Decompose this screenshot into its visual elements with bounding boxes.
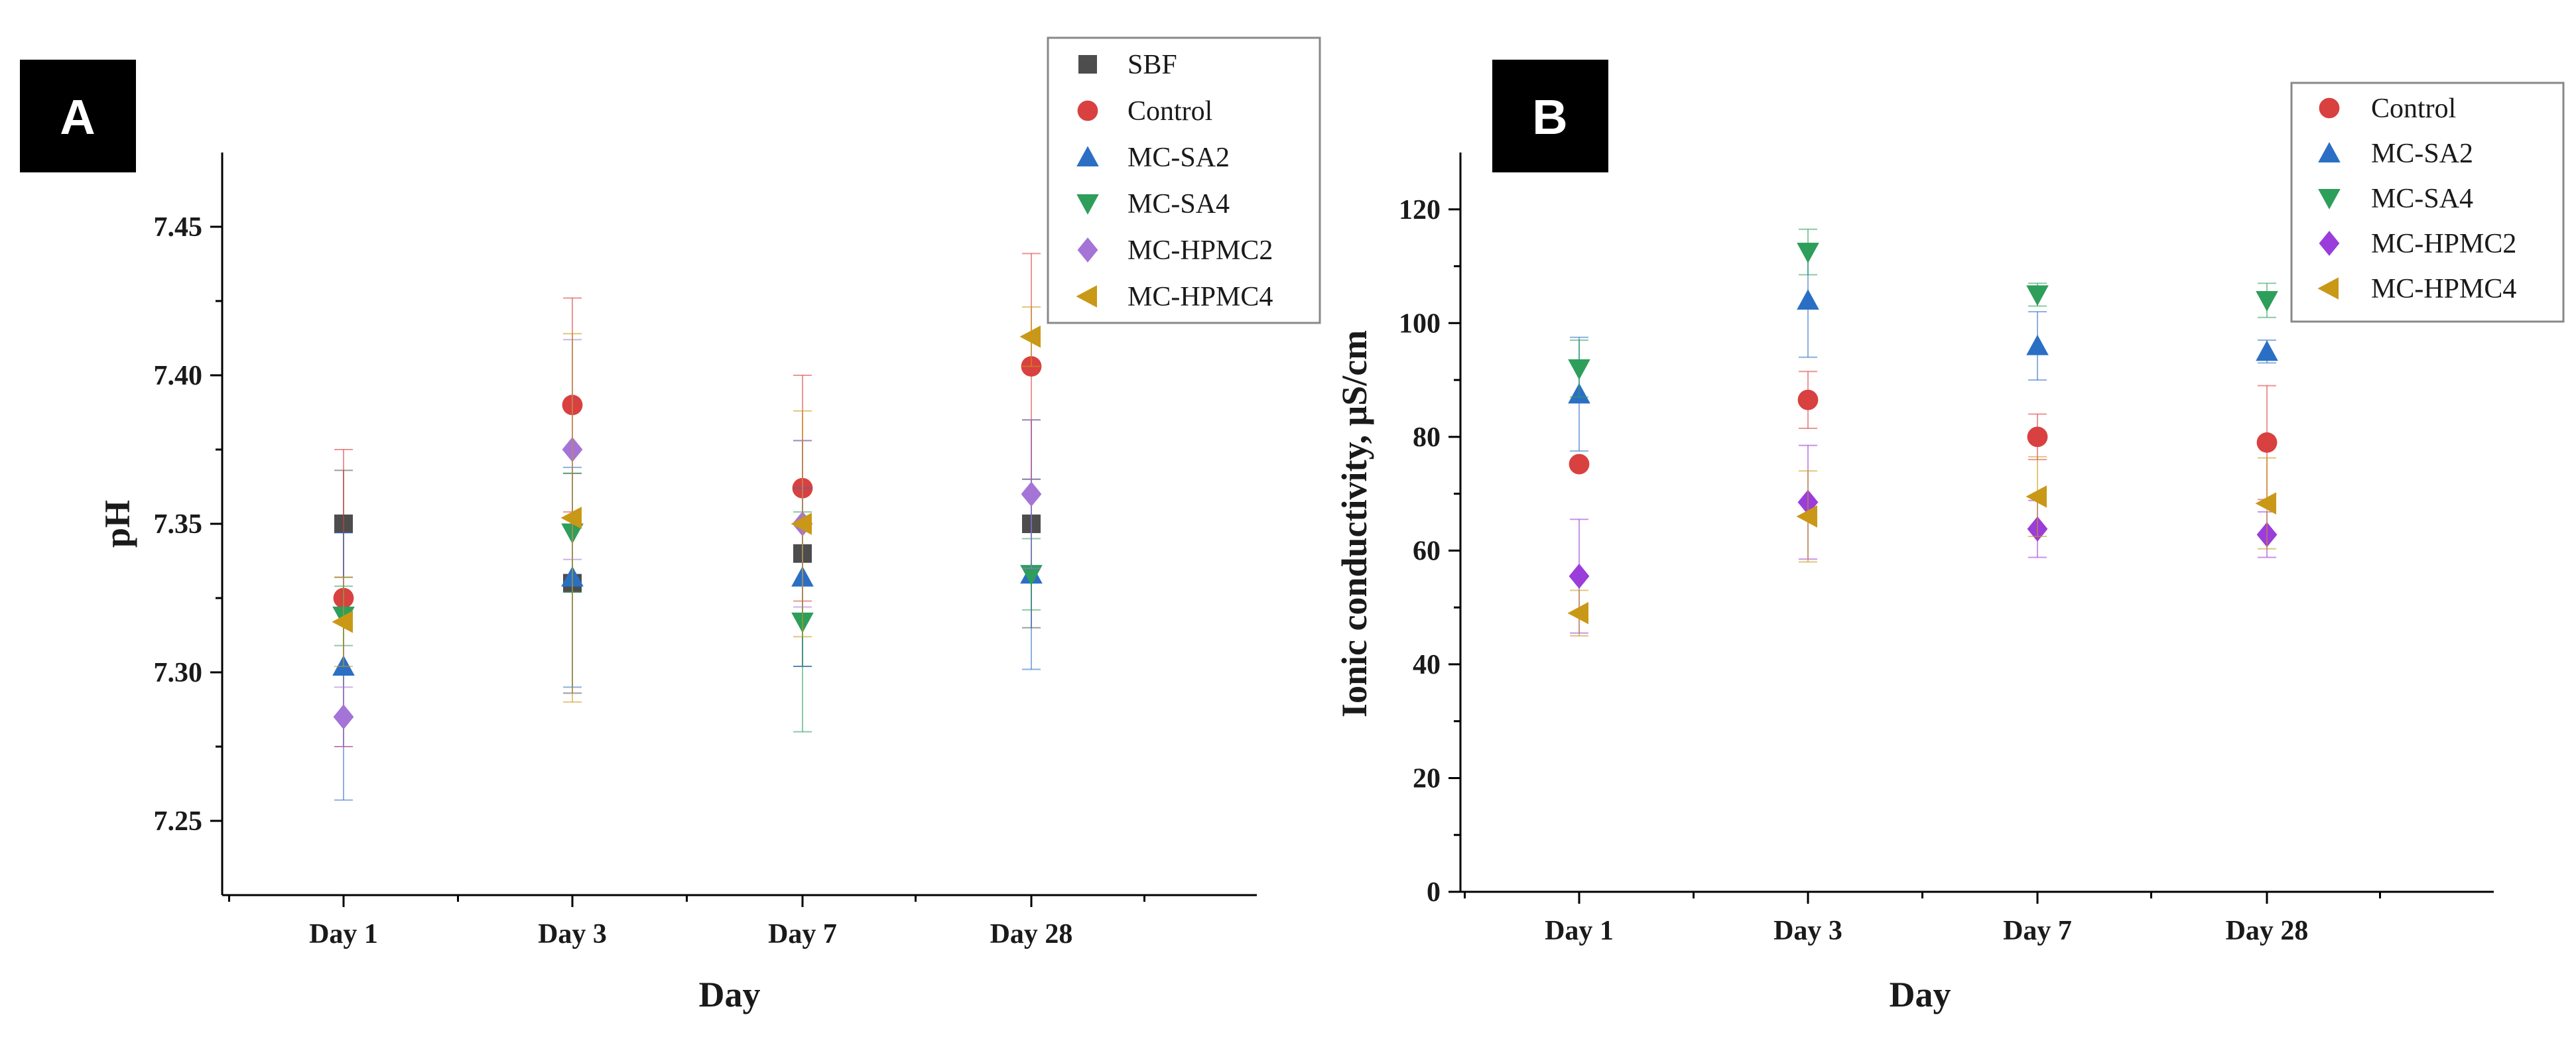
series-sbf (334, 419, 1041, 694)
y-tick-label: 120 (1399, 195, 1441, 225)
x-tick-label: Day 7 (2003, 916, 2072, 946)
y-tick-label: 7.45 (154, 212, 203, 243)
point-mc-sa4 (1020, 565, 1043, 585)
x-tick-label: Day 3 (1773, 916, 1842, 946)
x-axis-title-a: Day (699, 975, 761, 1014)
legend-label: MC-SA4 (1127, 189, 1230, 219)
point-mc-hpmc4 (2255, 492, 2276, 515)
y-axis-title-a: pH (97, 500, 137, 548)
point-mc-sa2 (1797, 289, 1819, 310)
y-tick-label: 60 (1413, 536, 1441, 566)
y-tick-label: 7.30 (154, 658, 203, 688)
legend-label: MC-SA2 (2371, 139, 2473, 169)
legend-marker-mc-hpmc4 (2317, 277, 2339, 300)
legend-marker-mc-sa2 (2318, 142, 2341, 162)
point-mc-sa4 (2026, 285, 2049, 306)
legend-a: SBF Control MC-SA2 MC-SA4 MC-HPMC2 MC-HPMC4 (1047, 36, 1321, 324)
y-tick-label: 20 (1413, 763, 1441, 794)
point-mc-sa4 (1568, 359, 1590, 380)
y-tick-label: 40 (1413, 650, 1441, 680)
chart-panel-b: B Ionic conductivity, μS/cm Day 0 20 40 60 8… (1334, 60, 2565, 1014)
legend-marker-mc-sa2 (1076, 146, 1099, 166)
x-ticks-b: Day 1 Day 3 Day 7 Day 28 (1464, 892, 2381, 946)
point-mc-hpmc4 (1019, 325, 1041, 348)
panel-b-badge (1492, 60, 1608, 172)
point-mc-hpmc4 (1567, 601, 1588, 625)
y-tick-label: 80 (1413, 422, 1441, 453)
legend-marker-mc-hpmc4 (1076, 285, 1097, 308)
legend-label: MC-HPMC2 (1127, 235, 1273, 266)
series-mc-hpmc4 (332, 306, 1041, 703)
legend-label: MC-HPMC2 (2371, 229, 2516, 259)
series-mc-hpmc2 (333, 339, 1042, 747)
point-control (2256, 432, 2278, 453)
point-control (1797, 389, 1819, 410)
legend-b: Control MC-SA2 MC-SA4 MC-HPMC2 MC-HPMC4 (2290, 82, 2565, 323)
panel-a-label: A (60, 90, 95, 145)
panel-b-label: B (1532, 90, 1567, 145)
y-tick-label: 100 (1399, 308, 1441, 339)
series-control (1569, 371, 2278, 501)
legend-marker-control (2319, 97, 2340, 119)
legend-label: SBF (1127, 50, 1177, 80)
panel-a-badge (20, 60, 136, 172)
point-mc-sa2 (2026, 334, 2049, 355)
x-tick-label: Day 3 (538, 919, 607, 949)
legend-label: MC-SA2 (1127, 143, 1230, 173)
y-tick-label: 7.35 (154, 509, 203, 540)
series-mc-hpmc4 (1567, 456, 2276, 637)
series-mc-sa4 (332, 472, 1043, 733)
point-control (1569, 454, 1590, 475)
legend-box-a (1047, 36, 1321, 324)
series-mc-sa4 (1568, 228, 2278, 398)
series-mc-sa2 (1568, 243, 2278, 452)
series-mc-hpmc2 (1569, 444, 2278, 634)
legend-label: Control (1127, 96, 1212, 127)
point-mc-sa4 (1797, 243, 1819, 263)
legend-marker-mc-sa4 (1076, 194, 1099, 215)
point-mc-sa4 (2256, 291, 2278, 312)
legend-marker-control (1077, 100, 1098, 121)
x-tick-label: Day 28 (2226, 916, 2309, 946)
point-mc-hpmc2 (333, 704, 354, 730)
point-mc-hpmc4 (2026, 485, 2047, 508)
series-marks-a (332, 253, 1043, 801)
y-axis-title-b: Ionic conductivity, μS/cm (1334, 330, 1374, 717)
point-mc-hpmc4 (1796, 505, 1817, 528)
x-tick-label: Day 1 (1545, 916, 1614, 946)
x-tick-label: Day 7 (768, 919, 837, 949)
legend-marker-mc-hpmc2 (2319, 231, 2340, 256)
point-mc-hpmc4 (560, 507, 582, 529)
legend-label: MC-SA4 (2371, 184, 2473, 214)
x-tick-label: Day 28 (990, 919, 1073, 949)
legend-label: MC-HPMC4 (2371, 274, 2516, 304)
legend-label: MC-HPMC4 (1127, 282, 1273, 312)
legend-marker-mc-hpmc2 (1077, 237, 1098, 263)
legend-marker-sbf (1078, 55, 1097, 74)
series-marks-b (1567, 228, 2278, 637)
point-control (2027, 426, 2048, 448)
point-mc-hpmc2 (1569, 564, 1590, 589)
x-ticks-a: Day 1 Day 3 Day 7 Day 28 (228, 895, 1145, 949)
y-ticks-a: 7.25 7.30 7.35 7.40 7.45 (154, 212, 222, 837)
point-mc-hpmc4 (332, 611, 353, 633)
y-tick-label: 7.40 (154, 361, 203, 391)
point-mc-hpmc2 (1021, 481, 1042, 507)
series-control (333, 253, 1042, 747)
x-tick-label: Day 1 (309, 919, 378, 949)
legend-marker-mc-sa4 (2318, 189, 2341, 210)
y-ticks-b: 0 20 40 60 80 100 120 (1399, 195, 1460, 908)
point-mc-hpmc4 (791, 513, 812, 535)
series-mc-sa2 (332, 466, 1043, 801)
legend-label: Control (2371, 93, 2456, 124)
y-tick-label: 0 (1427, 877, 1441, 908)
point-mc-sa2 (2256, 340, 2278, 361)
y-tick-label: 7.25 (154, 806, 203, 837)
chart-panel-a: A pH Day 7.25 7.30 7.35 7.40 7.45 Day 1 Day 3… (20, 36, 1321, 1014)
x-axis-title-b: Day (1890, 975, 1951, 1014)
